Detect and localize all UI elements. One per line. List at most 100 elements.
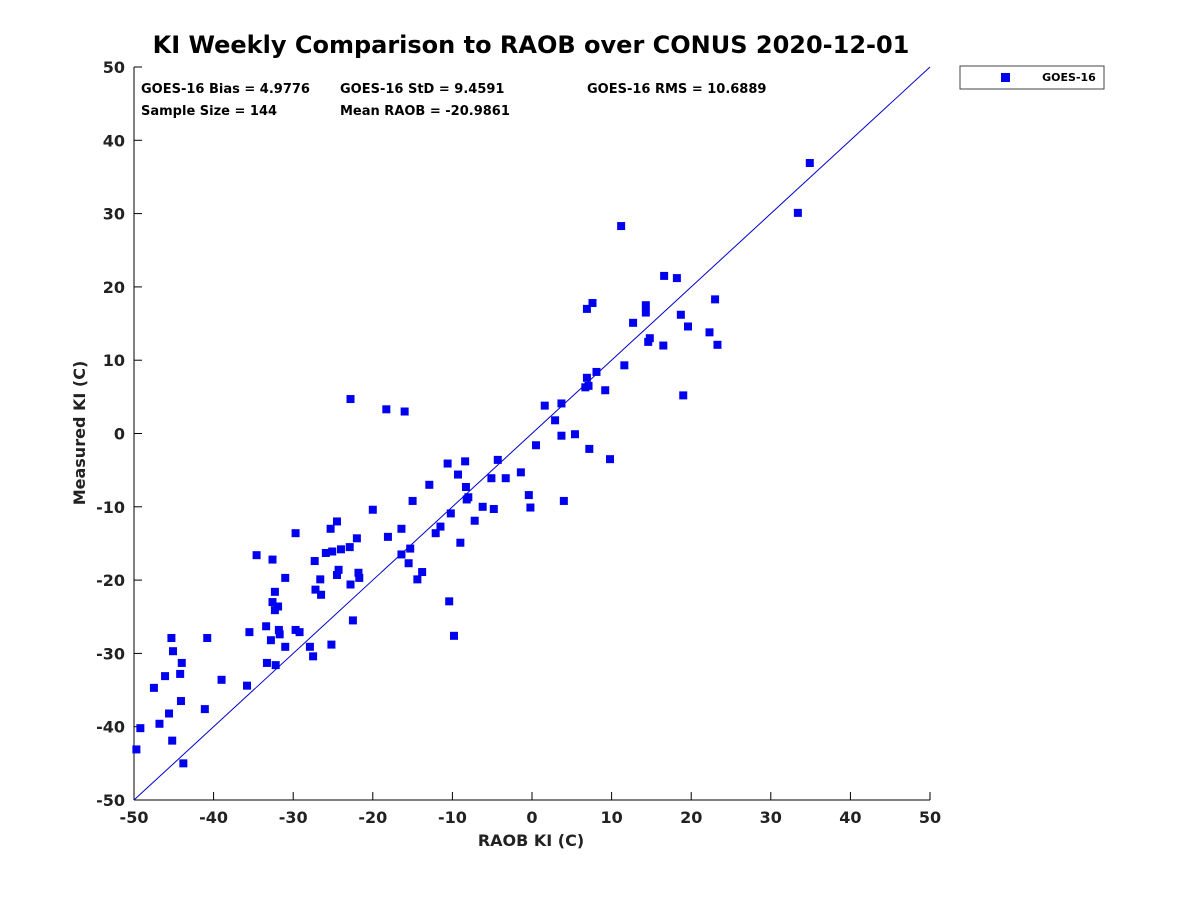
data-points-goes16: [132, 159, 814, 768]
data-point: [493, 455, 502, 464]
data-point: [346, 395, 355, 404]
data-point: [176, 697, 185, 706]
data-point: [436, 522, 445, 531]
data-point: [271, 661, 280, 670]
data-point: [316, 575, 325, 584]
data-point: [584, 381, 593, 390]
data-point: [592, 367, 601, 376]
data-point: [470, 516, 479, 525]
data-point: [268, 598, 277, 607]
y-tick-label: 50: [103, 58, 125, 77]
data-point: [557, 399, 566, 408]
data-point: [252, 551, 261, 560]
legend: GOES-16: [959, 65, 1105, 90]
data-point: [217, 675, 226, 684]
data-point: [408, 496, 417, 505]
y-tick-label: -50: [96, 791, 125, 810]
one-to-one-reference-line: [133, 66, 931, 801]
data-point: [334, 565, 343, 574]
stat-mean-raob: Mean RAOB = -20.9861: [340, 104, 510, 119]
data-point: [155, 719, 164, 728]
data-point: [309, 652, 318, 661]
data-point: [149, 683, 158, 692]
data-point: [295, 628, 304, 637]
data-point: [355, 573, 364, 582]
stat-sample-size: Sample Size = 144: [141, 104, 277, 119]
x-tick-label: 50: [919, 808, 941, 827]
data-point: [346, 580, 355, 589]
data-point: [641, 308, 650, 317]
data-point: [136, 724, 145, 733]
data-point: [588, 299, 597, 308]
data-point: [404, 559, 413, 568]
data-point: [311, 585, 320, 594]
data-point: [200, 705, 209, 714]
x-tick-label: 10: [600, 808, 622, 827]
data-point: [165, 709, 174, 718]
data-point: [524, 491, 533, 500]
y-tick-label: 30: [103, 205, 125, 224]
data-point: [461, 483, 470, 492]
data-point: [617, 222, 626, 231]
data-point: [679, 391, 688, 400]
data-point: [557, 431, 566, 440]
data-point: [354, 568, 363, 577]
x-tick-label: 40: [839, 808, 861, 827]
data-point: [176, 669, 185, 678]
data-point: [326, 524, 335, 533]
stat-rms: GOES-16 RMS = 10.6889: [587, 82, 766, 97]
data-point: [464, 493, 473, 502]
data-point: [345, 543, 354, 552]
data-point: [559, 496, 568, 505]
data-point: [641, 301, 650, 310]
data-point: [203, 634, 212, 643]
data-point: [274, 602, 283, 611]
data-point: [446, 509, 455, 518]
data-point: [167, 634, 176, 643]
legend-label-goes16: GOES-16: [1042, 71, 1096, 84]
data-point: [305, 642, 314, 651]
data-point: [526, 503, 535, 512]
data-point: [327, 640, 336, 649]
data-point: [453, 470, 462, 479]
data-point: [132, 745, 141, 754]
data-point: [805, 159, 814, 168]
x-tick-label: -10: [438, 808, 467, 827]
stat-bias: GOES-16 Bias = 4.9776: [141, 82, 310, 97]
data-point: [328, 547, 337, 556]
x-tick-label: 30: [760, 808, 782, 827]
data-point: [582, 304, 591, 313]
y-tick-label: 0: [114, 425, 125, 444]
data-point: [321, 548, 330, 557]
legend-marker-goes16: [1001, 73, 1010, 82]
data-point: [418, 568, 427, 577]
data-point: [400, 407, 409, 416]
x-tick-label: 0: [526, 808, 537, 827]
data-point: [672, 274, 681, 283]
data-point: [601, 386, 610, 395]
data-point: [456, 538, 465, 547]
x-tick-label: -50: [120, 808, 149, 827]
data-point: [274, 625, 283, 634]
data-point: [332, 570, 341, 579]
data-point: [177, 658, 186, 667]
x-axis-ticks: -50 -40 -30 -20 -10 0 10 20 30 40 50: [120, 792, 941, 827]
y-tick-label: 10: [103, 351, 125, 370]
data-point: [161, 672, 170, 681]
data-point: [645, 334, 654, 343]
y-tick-label: 40: [103, 131, 125, 150]
data-point: [582, 373, 591, 382]
data-point: [262, 622, 271, 631]
data-point: [431, 529, 440, 538]
data-point: [659, 341, 668, 350]
data-point: [275, 630, 284, 639]
data-point: [397, 550, 406, 559]
data-point: [336, 545, 345, 554]
data-point: [676, 310, 685, 319]
data-point: [281, 573, 290, 582]
x-tick-label: -20: [358, 808, 387, 827]
data-point: [793, 208, 802, 217]
data-point: [310, 557, 319, 566]
x-tick-label: 20: [680, 808, 702, 827]
data-point: [168, 736, 177, 745]
